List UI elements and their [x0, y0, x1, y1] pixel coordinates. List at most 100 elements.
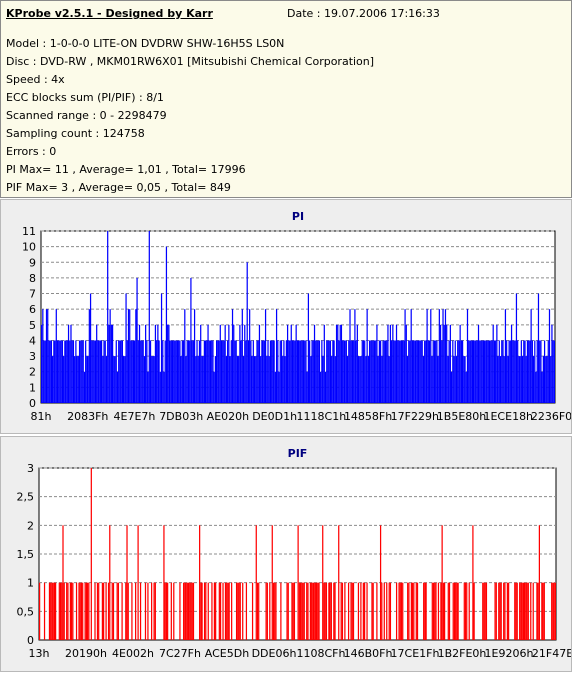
bar [187, 582, 190, 640]
bar [528, 340, 530, 403]
bar [472, 525, 474, 640]
bar [441, 525, 443, 640]
bar [331, 356, 333, 403]
bar [545, 356, 547, 403]
bar [379, 525, 382, 640]
bar [101, 582, 104, 640]
bar [298, 340, 300, 403]
bar [394, 340, 396, 403]
bar [411, 582, 414, 640]
bar [317, 340, 319, 403]
bar [127, 309, 130, 403]
bar [503, 356, 505, 403]
bar [441, 340, 443, 403]
bar [113, 356, 115, 403]
bar [457, 340, 459, 403]
bar [499, 356, 502, 403]
bar [372, 582, 374, 640]
bar [320, 371, 322, 403]
bar [239, 582, 241, 640]
bar [256, 340, 258, 403]
bar [280, 340, 283, 403]
bar [268, 356, 270, 403]
bar [399, 340, 401, 403]
bar [397, 340, 399, 403]
bar [312, 582, 314, 640]
bar [309, 582, 312, 640]
bar [420, 340, 422, 403]
bar [344, 340, 346, 403]
bar [453, 582, 456, 640]
bar [56, 340, 59, 403]
bar [501, 340, 503, 403]
bar [53, 340, 55, 403]
bar [181, 340, 183, 403]
bar [266, 582, 268, 640]
bar [253, 356, 256, 403]
model-line: Model : 1-0-0-0 LITE-ON DVDRW SHW-16H5S … [6, 37, 285, 50]
bar [235, 340, 237, 403]
bar [373, 340, 376, 403]
bar [214, 356, 217, 403]
bar [543, 340, 546, 403]
bar [523, 340, 525, 403]
bar [399, 582, 401, 640]
bar [552, 340, 554, 403]
bar [311, 340, 313, 403]
bar [178, 340, 180, 403]
bar [353, 340, 355, 403]
bar [275, 309, 278, 403]
bar [245, 582, 248, 640]
bar [537, 582, 539, 640]
bar [495, 340, 497, 403]
bar [447, 356, 449, 403]
bar [75, 582, 78, 640]
bar [338, 340, 340, 403]
bar [223, 340, 225, 403]
bar [419, 340, 421, 403]
bar [103, 340, 105, 403]
bar [532, 582, 534, 640]
bar [298, 582, 300, 640]
bar [508, 340, 510, 403]
data-bars [39, 468, 556, 640]
bar [435, 340, 437, 403]
bar [219, 324, 221, 403]
bar [345, 340, 347, 403]
bar [100, 340, 103, 403]
bar [204, 340, 207, 403]
bar [137, 340, 139, 403]
bar [55, 309, 57, 403]
bar [425, 582, 427, 640]
bar [372, 340, 374, 403]
bar [448, 582, 451, 640]
bar [486, 340, 488, 403]
bar [245, 340, 247, 403]
bar [366, 582, 368, 640]
bar [278, 371, 280, 403]
bar [52, 582, 54, 640]
bar [189, 582, 191, 640]
bar [55, 582, 57, 640]
bar [356, 324, 358, 403]
bar [444, 309, 447, 403]
bar [395, 324, 398, 403]
bar [280, 582, 282, 640]
bar [43, 582, 46, 640]
bar [290, 324, 292, 403]
bar [158, 340, 160, 403]
bar [39, 582, 41, 640]
bar [272, 582, 275, 640]
bar [218, 340, 220, 403]
bar [148, 231, 150, 403]
bar [283, 340, 285, 403]
bar [301, 582, 303, 640]
bar [165, 246, 168, 403]
bar [403, 340, 405, 403]
bar [157, 324, 159, 403]
bar [49, 340, 51, 403]
bar [400, 582, 403, 640]
bar [502, 340, 504, 403]
bar [75, 340, 77, 403]
bar [228, 582, 230, 640]
